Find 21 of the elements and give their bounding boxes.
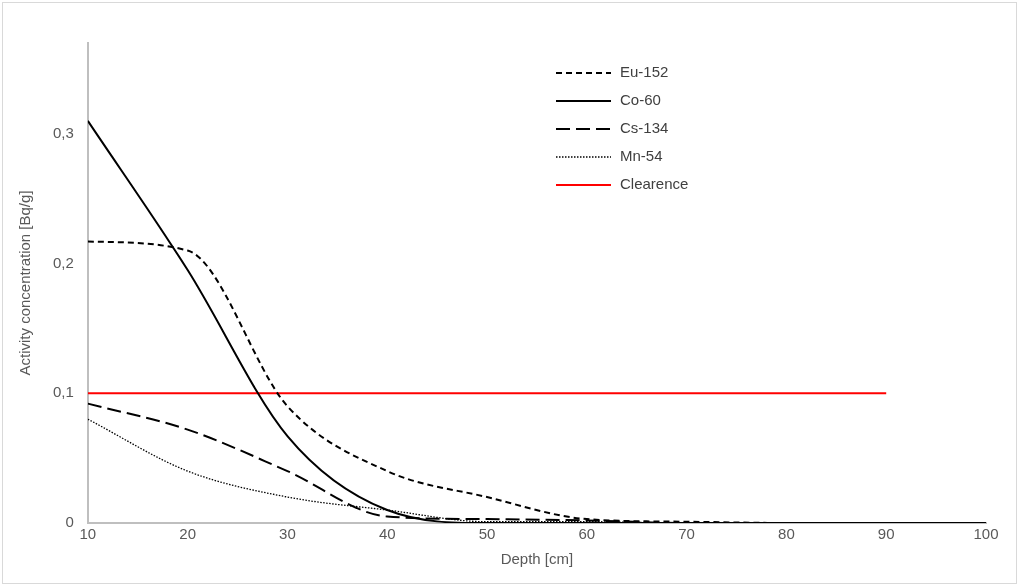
y-tick-label: 0,1 bbox=[52, 383, 74, 401]
x-axis-title: Depth [cm] bbox=[500, 550, 574, 568]
x-tick-label: 10 bbox=[79, 525, 97, 543]
y-tick-label: 0,3 bbox=[52, 123, 74, 141]
x-tick-label: 20 bbox=[179, 525, 196, 543]
legend-label: Cs-134 bbox=[620, 119, 669, 137]
x-tick-label: 50 bbox=[478, 525, 496, 543]
x-tick-label: 60 bbox=[578, 525, 596, 543]
y-tick-label: 0 bbox=[65, 513, 74, 531]
x-tick-label: 100 bbox=[973, 525, 999, 543]
legend-label: Eu-152 bbox=[620, 63, 669, 81]
legend-label: Co-60 bbox=[620, 91, 661, 109]
y-axis-title: Activity concentration [Bq/g] bbox=[16, 190, 34, 376]
y-tick-label: 0,2 bbox=[52, 253, 74, 271]
legend-label: Clearence bbox=[620, 175, 689, 193]
x-tick-label: 30 bbox=[279, 525, 296, 543]
x-tick-label: 80 bbox=[778, 525, 795, 543]
x-tick-label: 70 bbox=[678, 525, 695, 543]
x-tick-label: 40 bbox=[378, 525, 396, 543]
legend-label: Mn-54 bbox=[620, 147, 663, 165]
x-tick-label: 90 bbox=[877, 525, 895, 543]
